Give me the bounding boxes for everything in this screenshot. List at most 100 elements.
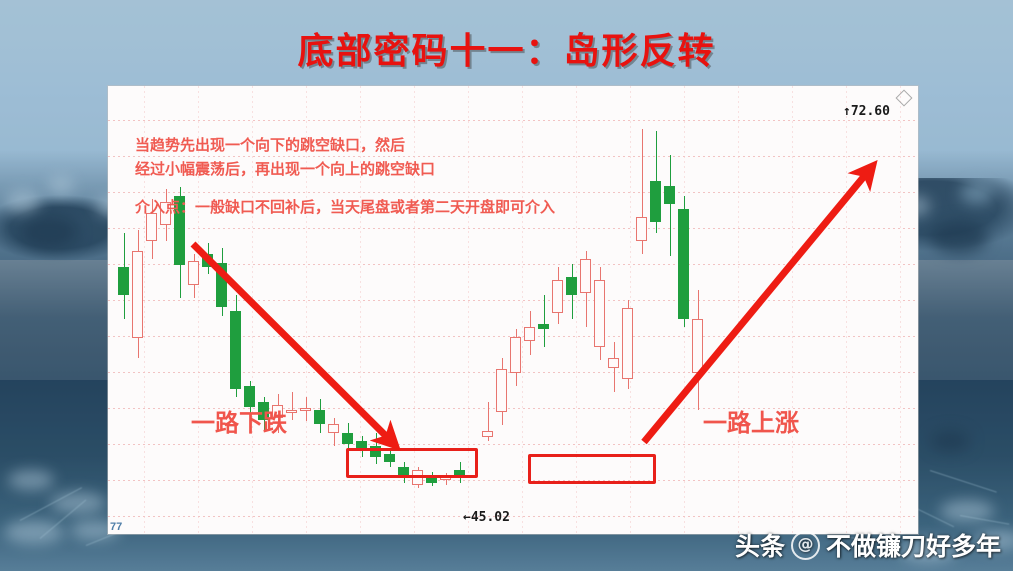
candle-body: [664, 186, 675, 205]
candle-body: [384, 453, 395, 462]
candle-body: [314, 409, 325, 425]
watermark-handle: 不做镰刀好多年: [825, 532, 1001, 561]
watermark-prefix: 头条: [734, 532, 785, 561]
candle-body: [132, 251, 143, 339]
gridline-h: [108, 336, 918, 337]
high-price-label: ↑72.60: [843, 104, 890, 119]
foliage-blob: [70, 520, 120, 540]
candlestick-series: [108, 86, 918, 534]
foliage-blob: [6, 190, 40, 214]
downtrend-label: 一路下跌: [191, 409, 287, 437]
foliage-blob: [940, 500, 994, 522]
candle-body: [118, 266, 129, 296]
uptrend-label: 一路上涨: [703, 409, 799, 437]
gridline-v: [252, 86, 253, 534]
gridline-h: [108, 156, 918, 157]
candle-wick: [488, 401, 489, 441]
gridline-h: [108, 408, 918, 409]
gridline-h: [108, 516, 918, 517]
gridline-h: [108, 192, 918, 193]
gap-box-up-gap: [528, 454, 656, 484]
candle-body: [538, 323, 549, 330]
candle-body: [398, 466, 409, 477]
candle-body: [594, 279, 605, 348]
annotation-line-2: 经过小幅震荡后，再出现一个向上的跳空缺口: [135, 160, 436, 178]
candle-body: [230, 310, 241, 389]
chart-panel[interactable]: ↑72.60 ←45.02 当趋势先出现一个向下的跳空缺口，然后 经过小幅震荡后…: [108, 86, 918, 534]
candle-body: [244, 386, 255, 408]
gridline-v: [738, 86, 739, 534]
foliage-blob: [930, 220, 988, 254]
gridline-h: [108, 120, 918, 121]
uptrend-arrow: [641, 159, 878, 445]
gridline-v: [360, 86, 361, 534]
candle-body: [328, 424, 339, 434]
foliage-blob: [930, 430, 970, 452]
candle-body: [160, 201, 171, 226]
candle-body: [650, 180, 661, 223]
foliage-blob: [48, 176, 74, 194]
candle-body: [426, 476, 437, 483]
at-icon: @: [790, 530, 820, 560]
candle-body: [636, 217, 647, 241]
candle-body: [454, 469, 465, 478]
gridline-h: [108, 300, 918, 301]
low-price-label: ←45.02: [463, 510, 510, 525]
candle-wick: [642, 128, 643, 254]
gridline-h: [108, 264, 918, 265]
candle-wick: [292, 391, 293, 421]
candle-body: [566, 277, 577, 296]
candle-body: [678, 209, 689, 319]
candle-body: [216, 262, 227, 307]
foliage-blob: [8, 470, 54, 490]
candle-body: [608, 357, 619, 369]
candle-body: [342, 433, 353, 444]
candle-body: [300, 408, 311, 412]
candle-body: [496, 369, 507, 413]
candle-body: [552, 279, 563, 314]
annotation-line-3: 介入点：一般缺口不回补后，当天尾盘或者第二天开盘即可介入: [135, 198, 556, 216]
foliage-blob: [900, 540, 956, 562]
gridline-v: [792, 86, 793, 534]
gridline-v: [846, 86, 847, 534]
candle-body: [370, 446, 381, 457]
page-title: 底部密码十一：岛形反转: [297, 31, 716, 72]
gap-box-down-gap: [346, 448, 478, 478]
candle-body: [286, 409, 297, 413]
gridline-v: [306, 86, 307, 534]
chart-corner-number: 77: [110, 521, 123, 533]
candle-body: [524, 326, 535, 341]
candle-body: [188, 261, 199, 285]
gridline-v: [900, 86, 901, 534]
candle-body: [258, 401, 269, 421]
candle-body: [482, 430, 493, 438]
gridline-v: [414, 86, 415, 534]
foliage-blob: [50, 492, 106, 514]
gridline-v: [468, 86, 469, 534]
candle-body: [356, 440, 367, 449]
foliage-blob: [20, 215, 78, 249]
gridline-v: [198, 86, 199, 534]
gridline-v: [522, 86, 523, 534]
candle-wick: [544, 295, 545, 348]
gridline-h: [108, 444, 918, 445]
gridline-v: [144, 86, 145, 534]
gridline-h: [108, 228, 918, 229]
gridline-h: [108, 480, 918, 481]
candle-body: [146, 213, 157, 241]
watermark: 头条 @ 不做镰刀好多年: [735, 527, 1001, 563]
candle-body: [622, 308, 633, 379]
candle-body: [510, 336, 521, 374]
candle-body: [272, 404, 283, 418]
gridline-v: [576, 86, 577, 534]
candle-body: [580, 258, 591, 293]
candle-body: [174, 196, 185, 266]
annotation-line-1: 当趋势先出现一个向下的跳空缺口，然后: [135, 136, 406, 154]
downtrend-arrow: [190, 241, 401, 451]
trend-arrows: [190, 159, 878, 451]
foliage-blob: [975, 530, 1013, 550]
foliage-blob: [4, 520, 64, 544]
candle-wick: [670, 154, 671, 257]
foliage-blob: [960, 182, 994, 204]
